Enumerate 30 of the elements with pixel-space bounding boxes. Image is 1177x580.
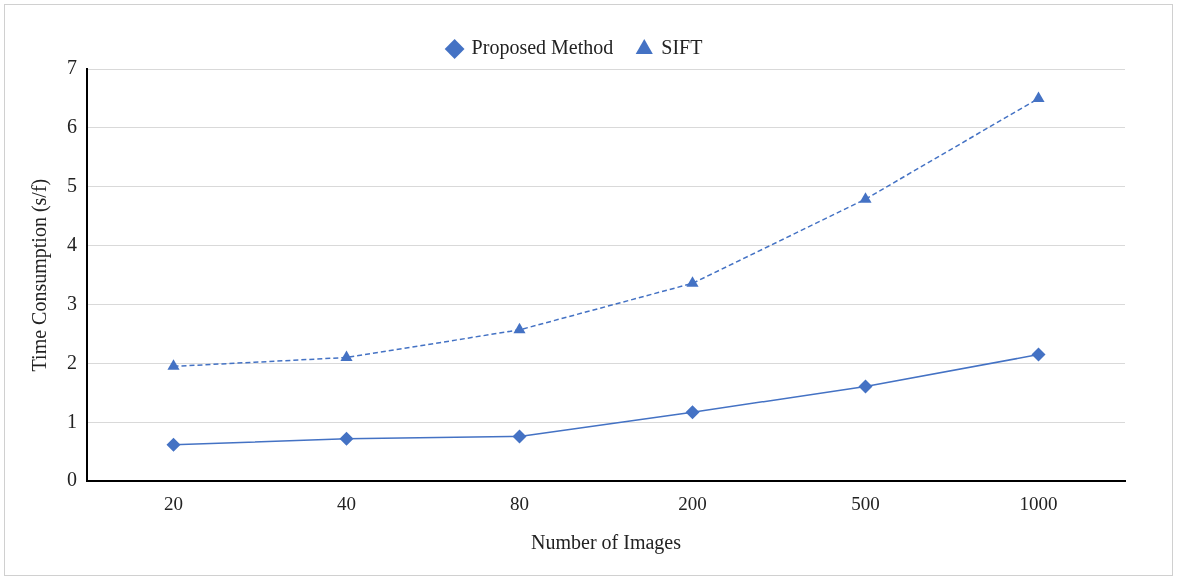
x-tick-label: 40 xyxy=(337,492,356,514)
point xyxy=(166,437,181,452)
y-axis-title: Time Consumption (s/f) xyxy=(28,178,52,372)
y-tick-label: 0 xyxy=(67,468,77,491)
y-tick-label: 1 xyxy=(67,409,77,432)
x-axis-title: Number of Images xyxy=(531,531,682,555)
x-tick-label: 200 xyxy=(678,492,707,514)
y-tick-label: 6 xyxy=(67,115,77,138)
legend-label: Proposed Method xyxy=(471,36,614,60)
x-tick-label: 500 xyxy=(851,492,880,514)
x-tick-label: 20 xyxy=(164,492,183,514)
y-tick-label: 4 xyxy=(67,232,77,255)
point xyxy=(340,350,353,362)
legend-label: SIFT xyxy=(661,36,703,59)
point xyxy=(858,379,873,394)
point xyxy=(339,431,354,446)
point xyxy=(1031,347,1046,362)
y-tick-label: 5 xyxy=(67,174,77,197)
x-tick-label: 1000 xyxy=(1019,492,1058,514)
point xyxy=(1032,91,1045,102)
point xyxy=(167,359,180,370)
point xyxy=(512,429,527,444)
point xyxy=(513,322,526,334)
x-tick-label: 80 xyxy=(510,492,529,514)
point xyxy=(686,276,699,287)
y-tick-label: 7 xyxy=(67,56,77,79)
point xyxy=(859,192,872,203)
y-tick-label: 2 xyxy=(67,350,77,373)
point xyxy=(685,405,700,420)
y-tick-label: 3 xyxy=(67,291,77,314)
